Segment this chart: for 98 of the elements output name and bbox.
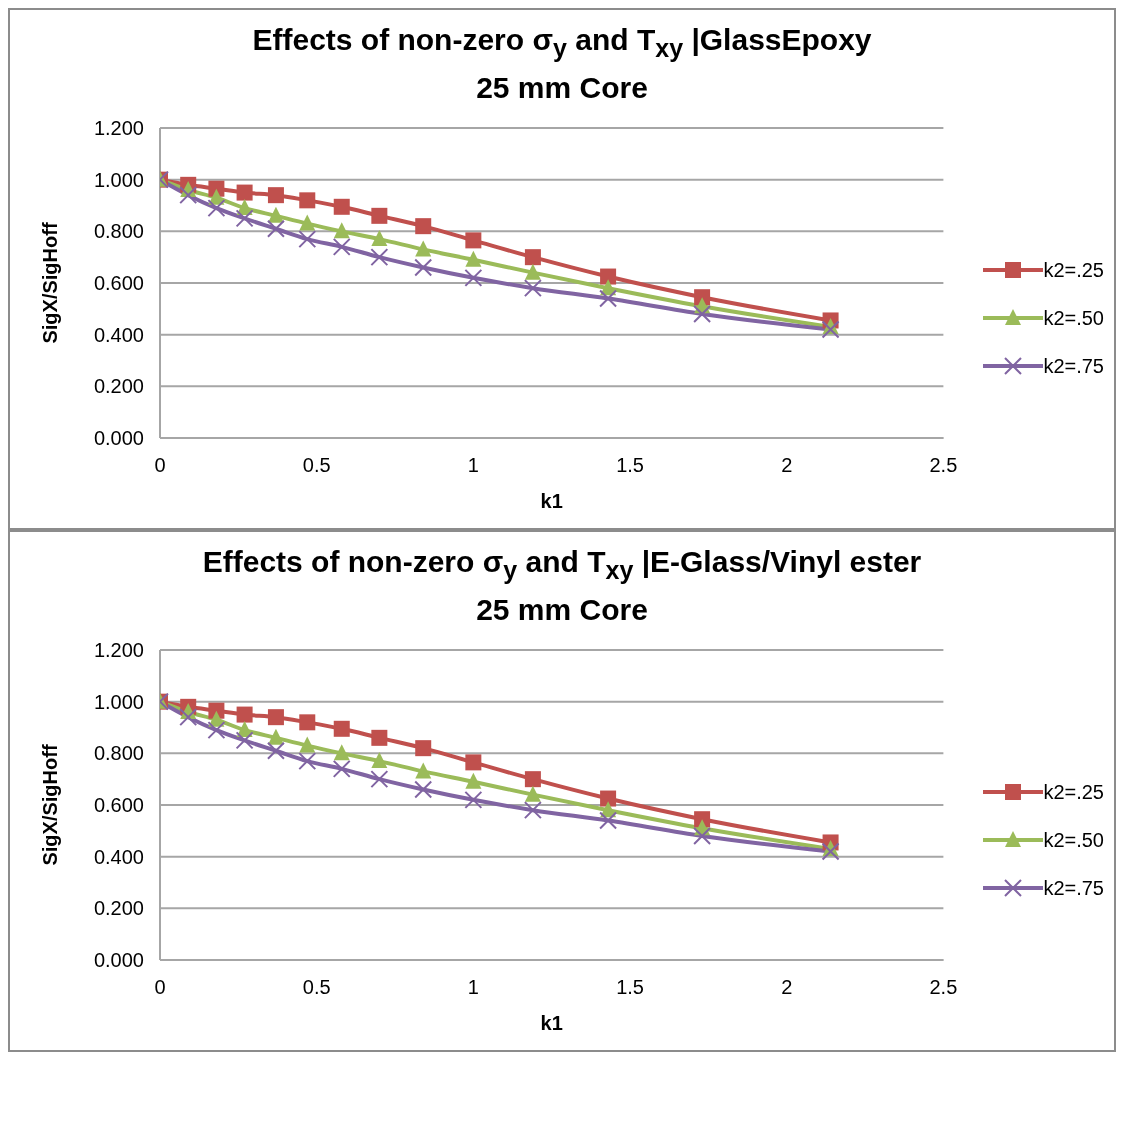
y-tick-label: 0.000 — [93, 949, 144, 972]
point — [299, 214, 316, 231]
y-tick-label: 0.600 — [93, 272, 144, 295]
point — [266, 219, 285, 238]
y-tick-label: 1.200 — [93, 639, 144, 662]
x-tick-label: 1 — [467, 976, 479, 999]
point — [267, 206, 284, 223]
x-tick-label: 1.5 — [616, 976, 644, 999]
point — [524, 249, 541, 266]
legend-label: k2=.25 — [1043, 780, 1104, 804]
x-tick-label: 2 — [781, 976, 793, 999]
point — [333, 744, 350, 761]
x-axis-title: k1 — [540, 1012, 563, 1034]
point — [298, 230, 317, 249]
point — [465, 232, 482, 249]
point — [370, 248, 389, 267]
point — [523, 801, 542, 820]
point — [298, 752, 317, 771]
point — [524, 785, 541, 802]
x-tick-label: 0.5 — [302, 454, 331, 477]
x-tick-label: 0 — [154, 454, 166, 477]
y-tick-label: 1.200 — [93, 117, 144, 140]
point — [599, 811, 618, 830]
point — [464, 268, 483, 287]
point — [821, 320, 840, 339]
legend-label: k2=.75 — [1043, 354, 1104, 378]
legend-label: k2=.25 — [1043, 258, 1104, 282]
point — [414, 780, 433, 799]
y-tick-label: 0.600 — [93, 794, 144, 817]
point — [415, 740, 432, 757]
y-tick-label: 0.200 — [93, 897, 144, 920]
point — [299, 714, 316, 731]
point — [267, 728, 284, 745]
point — [370, 770, 389, 789]
point — [333, 720, 350, 737]
legend-label: k2=.50 — [1043, 306, 1104, 330]
point — [332, 237, 351, 256]
point — [599, 289, 618, 308]
y-tick-label: 0.400 — [93, 845, 144, 868]
x-tick-label: 0 — [154, 976, 166, 999]
legend-label: k2=.50 — [1043, 828, 1104, 852]
x-axis-title: k1 — [540, 490, 563, 512]
point — [371, 752, 388, 769]
y-tick-label: 0.200 — [93, 375, 144, 398]
chart-title: Effects of non-zero σ$_{y}$ and Τ$_{xy}$ |GlassEpoxy — [251, 22, 873, 64]
point — [332, 759, 351, 778]
point — [600, 790, 617, 807]
point — [524, 771, 541, 788]
point — [267, 187, 284, 204]
point — [371, 207, 388, 224]
chart-subtitle: 25 mm Core — [475, 592, 649, 628]
y-tick-label: 0.800 — [93, 742, 144, 765]
point — [371, 729, 388, 746]
x-tick-label: 2 — [781, 454, 793, 477]
point — [371, 230, 388, 247]
point — [235, 209, 254, 228]
point — [299, 192, 316, 209]
y-axis-title: SigX/SigHoff — [39, 744, 62, 866]
point — [179, 186, 198, 205]
y-tick-label: 1.000 — [93, 690, 144, 713]
point — [465, 754, 482, 771]
point — [415, 218, 432, 235]
x-tick-label: 1.5 — [616, 454, 644, 477]
x-tick-label: 0.5 — [302, 976, 331, 999]
point — [465, 250, 482, 267]
chart-subtitle: 25 mm Core — [475, 70, 649, 106]
point — [267, 709, 284, 726]
x-tick-label: 1 — [467, 454, 479, 477]
point — [600, 268, 617, 285]
point — [207, 199, 226, 218]
point — [333, 198, 350, 215]
point — [523, 279, 542, 298]
point — [693, 305, 712, 323]
point — [235, 731, 254, 750]
y-axis-title: SigX/SigHoff — [39, 222, 62, 344]
point — [207, 721, 226, 740]
y-tick-label: 0.800 — [93, 220, 144, 243]
point — [464, 790, 483, 809]
x-tick-label: 2.5 — [929, 976, 958, 999]
point — [236, 706, 253, 723]
point — [333, 222, 350, 239]
legend-label: k2=.75 — [1043, 876, 1104, 900]
y-tick-label: 1.000 — [93, 168, 144, 191]
point — [524, 263, 541, 280]
point — [299, 736, 316, 753]
point — [693, 827, 712, 845]
point — [179, 708, 198, 727]
chart-title: Effects of non-zero σ$_{y}$ and Τ$_{xy}$ |E-Glass/Vinyl ester — [201, 544, 923, 586]
point — [415, 240, 432, 257]
point — [236, 184, 253, 201]
point — [821, 842, 840, 861]
y-tick-label: 0.000 — [93, 427, 144, 450]
point — [266, 741, 285, 760]
y-tick-label: 0.400 — [93, 323, 144, 346]
point — [414, 258, 433, 277]
point — [465, 772, 482, 789]
x-tick-label: 2.5 — [929, 454, 958, 477]
point — [415, 762, 432, 779]
